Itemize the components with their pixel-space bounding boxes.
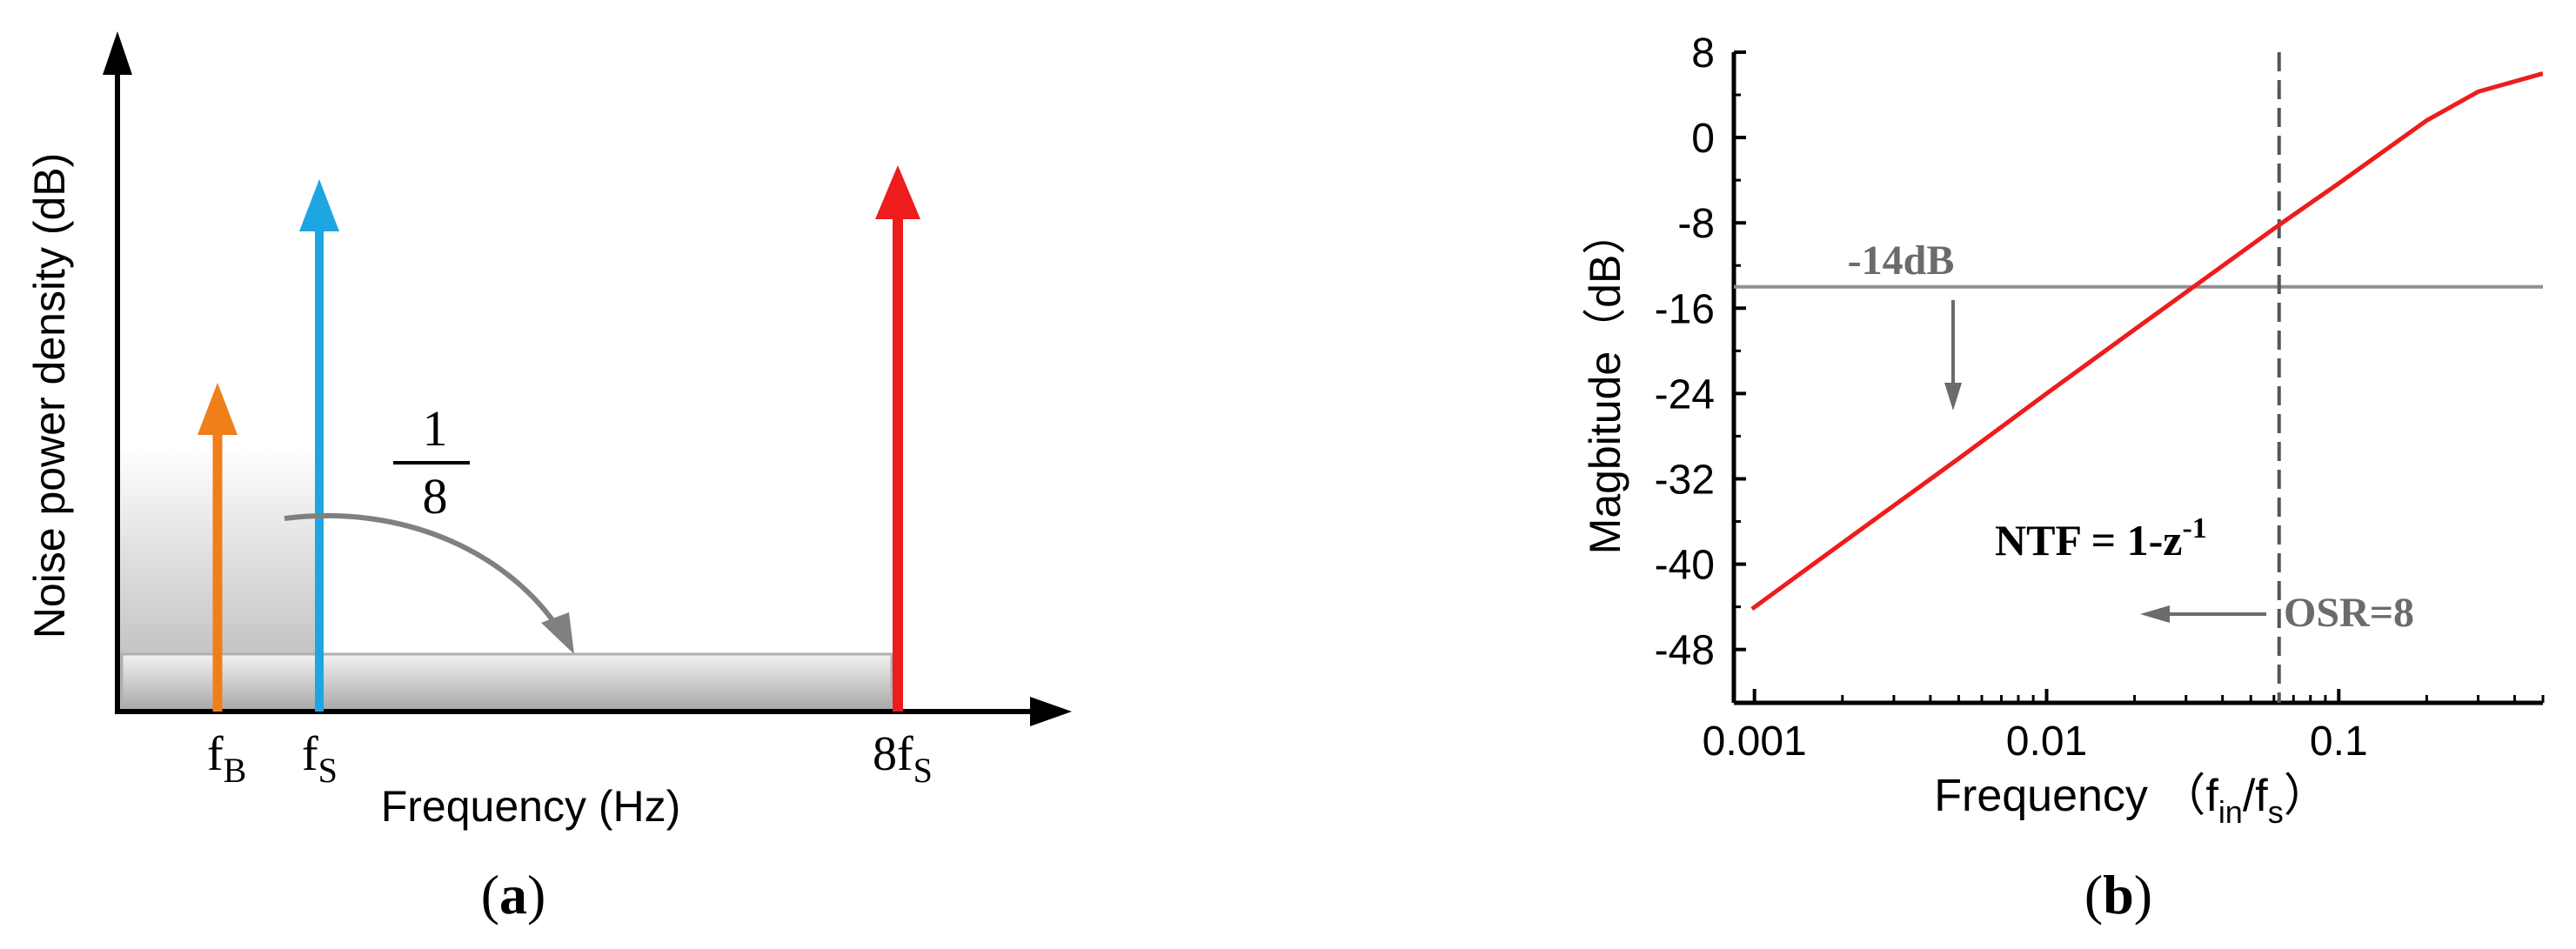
8fS-arrowhead (875, 165, 920, 219)
ntf-curve-series (1750, 71, 2543, 612)
x-tick-label: 0.01 (2006, 718, 2087, 765)
mark-8fS: 8fS (873, 727, 933, 790)
y-tick-label: -48 (1655, 628, 1715, 674)
fraction-denominator: 8 (423, 468, 448, 525)
spread-curve-arrow (284, 512, 566, 638)
panel-label-a: (a) (481, 864, 546, 926)
spread-curve-arrowhead (541, 612, 574, 654)
panel-a: 1 8 fB fS 8fS Frequency (Hz) Noise power… (25, 31, 1072, 926)
x-axis-title-a: Frequency (Hz) (381, 782, 681, 831)
y-axis-title-b: Magbitude（dB） (1581, 211, 1629, 555)
x-axis-title-b: Frequency （fin/fs） (1934, 771, 2329, 830)
fS-arrowhead (299, 179, 339, 231)
y-tick-label: -40 (1655, 543, 1715, 589)
x-tick-label: 0.001 (1703, 718, 1807, 765)
y-axis-title-a: Noise power density (dB) (25, 153, 74, 639)
arrow-osr-head (2140, 605, 2170, 623)
axis-ticks-b: 8 0 -8 -16 -24 -32 -40 -48 0.001 0.01 0.1 (1655, 30, 2545, 765)
x-tick-label: 0.1 (2310, 718, 2368, 765)
y-tick-label: -8 (1677, 201, 1715, 247)
y-axis-arrowhead (103, 31, 132, 75)
annotation-minus14db: -14dB (1848, 237, 1955, 284)
y-tick-label: -16 (1655, 286, 1715, 332)
x-axis-arrowhead (1030, 697, 1072, 726)
fB-arrowhead (197, 383, 238, 435)
panel-label-b: (b) (2084, 864, 2152, 926)
arrow-minus14db-head (1944, 383, 1962, 411)
y-tick-label: 8 (1691, 30, 1715, 77)
annotation-osr: OSR=8 (2284, 590, 2414, 636)
annotation-ntf: NTF = 1-z-1 (1995, 512, 2207, 565)
mark-fB: fB (207, 727, 246, 790)
mark-fS: fS (302, 727, 338, 790)
y-tick-label: -32 (1655, 457, 1715, 503)
panel-b: 8 0 -8 -16 -24 -32 -40 -48 0.001 0.01 0.1 -14dB NT… (1581, 30, 2545, 926)
fraction-numerator: 1 (423, 400, 448, 457)
noise-region-spread (120, 652, 893, 712)
y-tick-label: 0 (1691, 116, 1715, 162)
y-tick-label: -24 (1655, 371, 1715, 418)
